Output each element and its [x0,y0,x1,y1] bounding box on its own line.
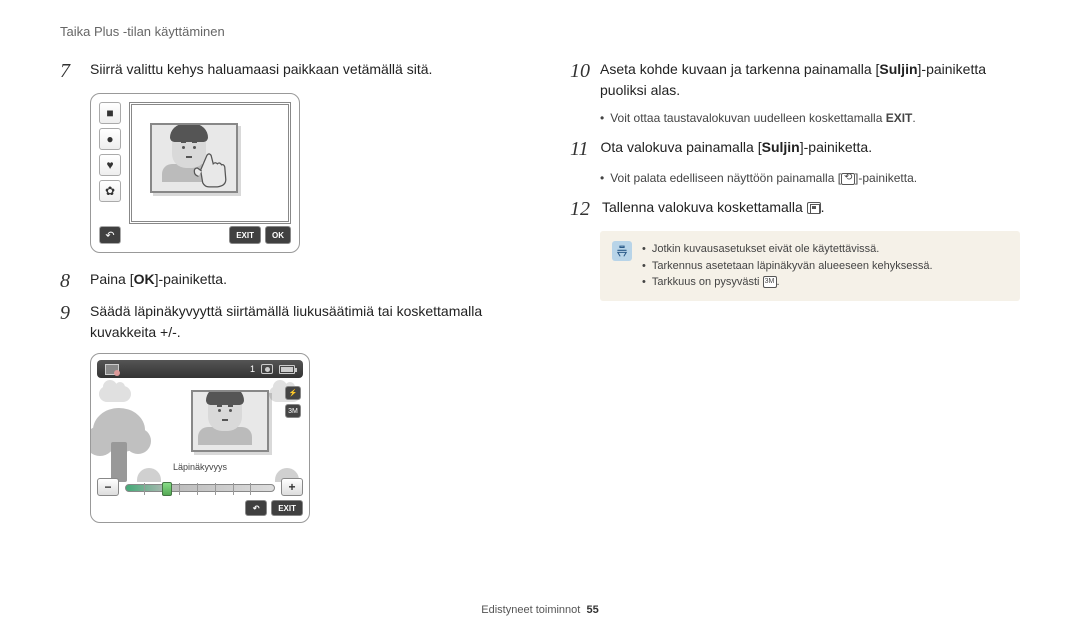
step-text: Aseta kohde kuvaan ja tarkenna painamall… [600,59,1020,101]
step-text: Tallenna valokuva koskettamalla . [602,197,825,221]
step-7: 7 Siirrä valittu kehys haluamaasi paikka… [60,59,510,83]
step-8: 8 Paina [OK]-painiketta. [60,269,510,293]
mode-icon [105,364,119,375]
portrait-frame [150,123,238,193]
step-number: 12 [570,197,590,221]
slider-plus-button: + [281,478,303,496]
step-number: 8 [60,269,78,293]
note-item: Jotkin kuvausasetukset eivät ole käytett… [642,241,933,258]
slider-thumb [162,482,172,496]
bullet-item: Voit ottaa taustavalokuvan uudelleen kos… [600,109,1020,127]
face-illustration [208,391,252,445]
note-item: Tarkennus asetetaan läpinäkyvän alueesee… [642,258,933,275]
count-label: 1 [250,364,255,374]
back-button: ↶ [245,500,267,516]
flash-icon: ⚡ [285,386,301,400]
figure-transparency: 1 [90,353,310,523]
shape-heart-icon: ♥ [99,154,121,176]
resolution-icon: 3M [763,276,777,288]
figure-frame-drag: ■ ● ♥ ✿ ↶ [90,93,300,253]
info-icon [612,241,632,261]
camera-icon [261,364,273,374]
page-footer: Edistyneet toiminnot 55 [0,604,1080,616]
shape-square-icon: ■ [99,102,121,124]
step-text: Paina [OK]-painiketta. [90,269,227,293]
step-number: 10 [570,59,588,101]
portrait-frame [191,390,269,452]
step-text: Ota valokuva painamalla [Suljin]-painike… [601,137,873,161]
note-box: Jotkin kuvausasetukset eivät ole käytett… [600,231,1020,301]
exit-button: EXIT [229,226,261,244]
section-header: Taika Plus -tilan käyttäminen [60,24,1020,39]
step-10: 10 Aseta kohde kuvaan ja tarkenna painam… [570,59,1020,101]
slider-label: Läpinäkyvyys [173,462,227,472]
right-column: 10 Aseta kohde kuvaan ja tarkenna painam… [570,59,1020,523]
shape-sidebar: ■ ● ♥ ✿ [99,102,121,202]
drag-hand-icon [188,147,230,189]
step-number: 11 [570,137,589,161]
shape-flower-icon: ✿ [99,180,121,202]
step-text: Siirrä valittu kehys haluamaasi paikkaan… [90,59,432,83]
size-icon: 3M [285,404,301,418]
left-column: 7 Siirrä valittu kehys haluamaasi paikka… [60,59,510,523]
step-text: Säädä läpinäkyvyyttä siirtämällä liukusä… [90,301,510,343]
return-icon [841,173,855,185]
exit-button: EXIT [271,500,303,516]
step-9: 9 Säädä läpinäkyvyyttä siirtämällä liuku… [60,301,510,343]
footer-text: Edistyneet toiminnot [481,604,580,616]
bullet-item: Voit palata edelliseen näyttöön painamal… [600,169,1020,187]
step-number: 7 [60,59,78,83]
page-number: 55 [586,604,598,616]
figure-topbar: 1 [97,360,303,378]
slider-minus-button: − [97,478,119,496]
back-icon: ↶ [99,226,121,244]
save-icon [807,202,821,214]
shape-circle-icon: ● [99,128,121,150]
transparency-slider: Läpinäkyvyys − + [97,474,303,500]
step-11: 11 Ota valokuva painamalla [Suljin]-pain… [570,137,1020,161]
preview-area [129,102,291,224]
ok-button: OK [265,226,291,244]
step-number: 9 [60,301,78,343]
battery-icon [279,365,295,374]
slider-track [125,484,275,492]
step-12: 12 Tallenna valokuva koskettamalla . [570,197,1020,221]
note-item: Tarkkuus on pysyvästi 3M. [642,274,933,291]
